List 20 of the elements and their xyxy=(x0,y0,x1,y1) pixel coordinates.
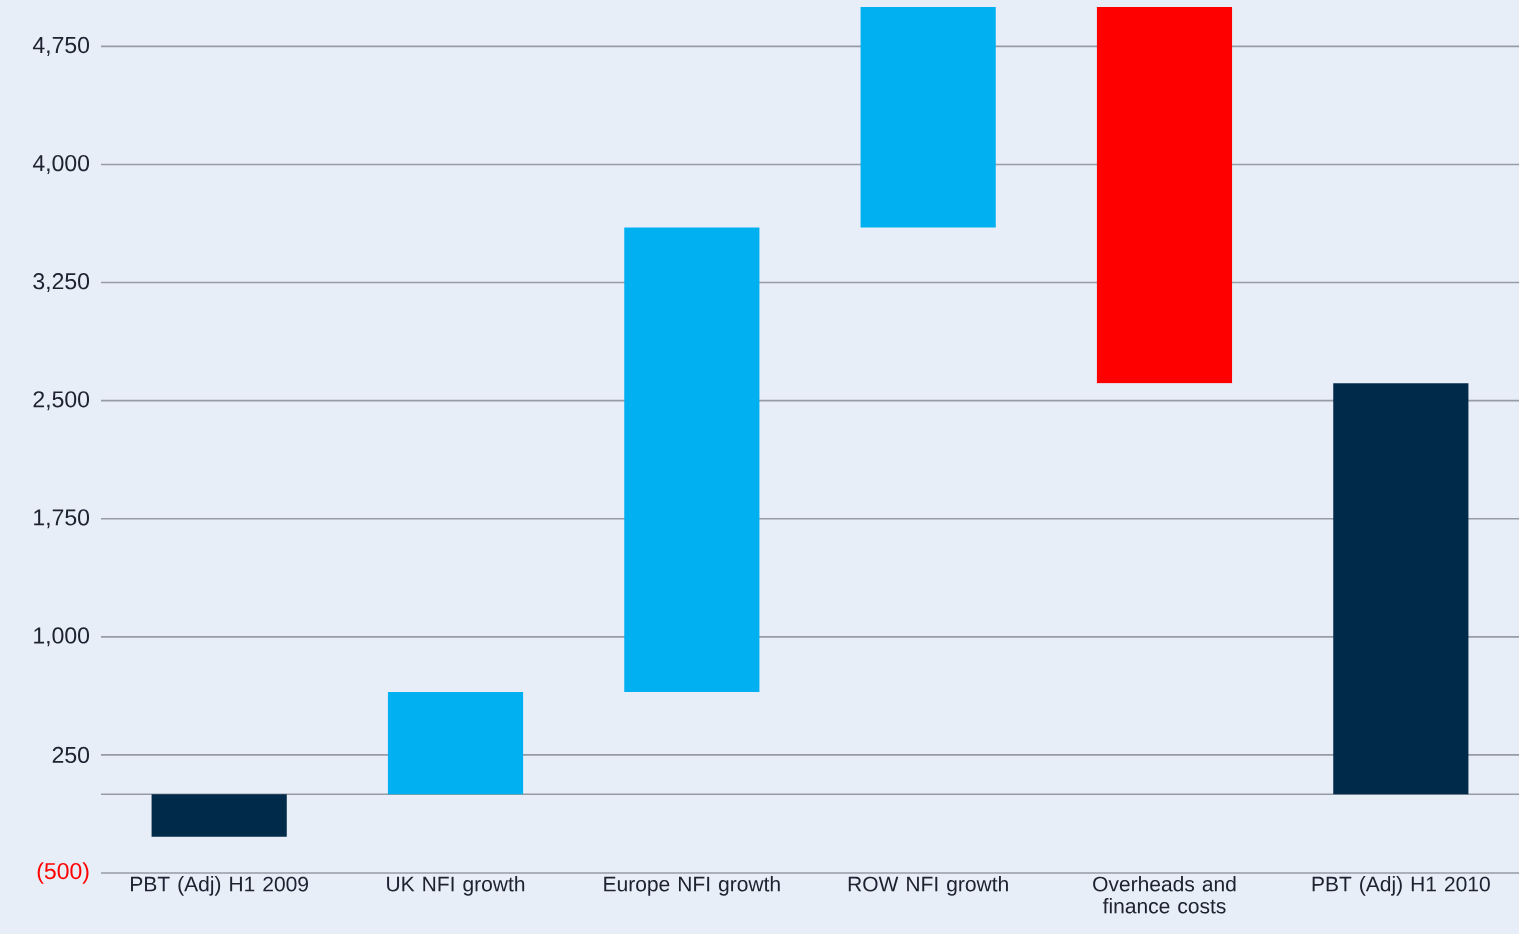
x-tick-label: ROW NFI growth xyxy=(848,876,1008,896)
y-tick-label: 3,250 xyxy=(33,273,90,293)
y-tick-label: 1,000 xyxy=(34,627,90,647)
y-tick-label: 4,750 xyxy=(32,36,90,56)
y-tick-label: 250 xyxy=(52,746,90,764)
bar xyxy=(1096,7,1233,384)
x-tick-label: PBT (Adj) H1 2009 xyxy=(131,876,308,896)
bar xyxy=(387,691,524,795)
y-tick-label: 2,500 xyxy=(33,391,90,411)
y-tick-label: (500) xyxy=(37,862,89,884)
bar xyxy=(1333,383,1469,795)
bar xyxy=(624,227,760,692)
x-tick-label: Europe NFI growth xyxy=(604,876,780,896)
x-tick-label: PBT (Adj) H1 2010 xyxy=(1312,876,1490,896)
y-tick-label: 4,000 xyxy=(32,154,90,174)
y-tick-label: 1,750 xyxy=(34,509,90,529)
x-tick-label: Overheads and finance costs xyxy=(1093,876,1236,914)
x-tick-label: UK NFI growth xyxy=(387,876,525,896)
bar xyxy=(860,7,996,228)
bar xyxy=(151,794,287,837)
